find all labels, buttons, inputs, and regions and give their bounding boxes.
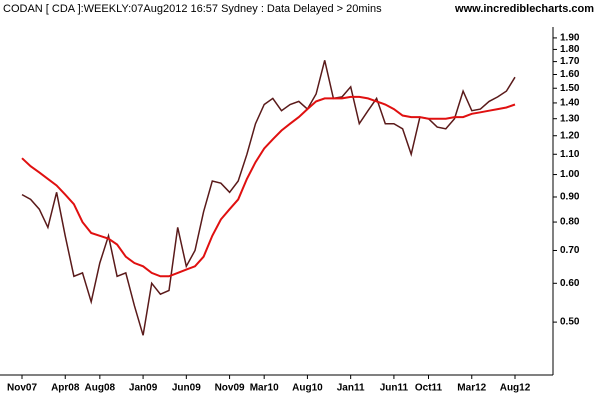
y-tick-label: 0.60 <box>560 278 580 289</box>
x-tick-label: Nov09 <box>215 383 245 394</box>
y-tick-label: 1.50 <box>560 83 580 94</box>
series-line <box>21 95 516 278</box>
y-tick-label: 1.30 <box>560 113 580 124</box>
x-tick-label: Aug10 <box>292 383 323 394</box>
y-tick-label: 0.90 <box>560 192 580 203</box>
x-tick-label: Jan09 <box>129 383 158 394</box>
x-tick-label: Aug08 <box>85 383 116 394</box>
x-tick-label: Jun09 <box>172 383 201 394</box>
y-tick-label: 1.70 <box>560 56 580 67</box>
y-tick-label: 1.60 <box>560 69 580 80</box>
y-tick-label: 0.70 <box>560 245 580 256</box>
source: www.incrediblecharts.com <box>454 3 594 15</box>
y-tick-label: 1.20 <box>560 130 580 141</box>
y-tick-label: 0.80 <box>560 217 580 228</box>
chart-title: CODAN [ CDA ]:WEEKLY:07Aug2012 16:57 Syd… <box>3 3 382 15</box>
y-tick-label: 1.00 <box>560 169 580 180</box>
x-tick-label: Aug12 <box>500 383 531 394</box>
y-tick-label: 1.80 <box>560 44 580 55</box>
x-tick-label: Mar10 <box>250 383 279 394</box>
y-tick-label: 0.50 <box>560 317 580 328</box>
x-tick-label: Jun11 <box>380 383 409 394</box>
x-tick-label: Nov07 <box>7 383 37 394</box>
y-tick-label: 1.10 <box>560 149 580 160</box>
x-tick-label: Apr08 <box>51 383 80 394</box>
y-tick-label: 1.40 <box>560 98 580 109</box>
x-tick-label: Jan11 <box>337 383 365 394</box>
x-tick-label: Oct11 <box>415 383 443 394</box>
series-line <box>21 60 516 336</box>
x-tick-label: Mar12 <box>457 383 486 394</box>
y-tick-label: 1.90 <box>560 33 580 44</box>
